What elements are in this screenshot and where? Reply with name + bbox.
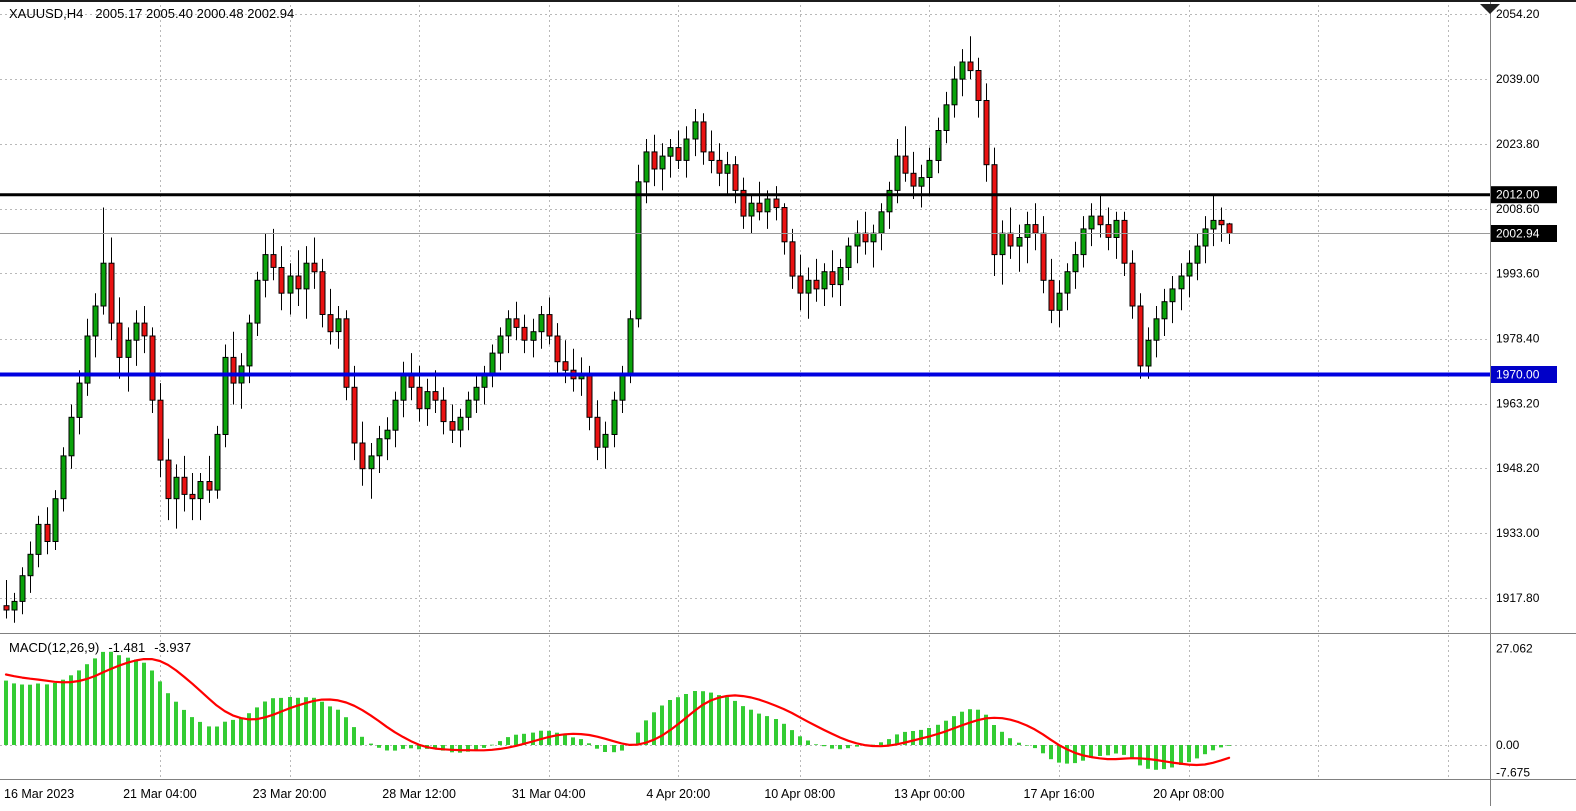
svg-text:2012.00: 2012.00 <box>1496 188 1540 202</box>
svg-text:2008.60: 2008.60 <box>1496 202 1540 216</box>
svg-text:17 Apr 16:00: 17 Apr 16:00 <box>1024 787 1095 801</box>
chart-shift-marker-icon[interactable] <box>1480 4 1500 14</box>
svg-text:-7.675: -7.675 <box>1496 765 1530 779</box>
svg-text:10 Apr 08:00: 10 Apr 08:00 <box>764 787 835 801</box>
chart-title: XAUUSD,H4 2005.17 2005.40 2000.48 2002.94 <box>9 6 294 21</box>
macd-layer <box>4 651 1231 770</box>
svg-text:20 Apr 08:00: 20 Apr 08:00 <box>1153 787 1224 801</box>
price-badge <box>1491 225 1557 242</box>
indicator-label: MACD(12,26,9) -1.481 -3.937 <box>9 640 191 655</box>
time-axis[interactable]: 16 Mar 2023 21 Mar 04:00 23 Mar 20:00 28 Ma… <box>4 787 1224 801</box>
macd-main-value: -1.481 <box>108 640 146 655</box>
svg-text:1970.00: 1970.00 <box>1496 368 1540 382</box>
svg-text:2039.00: 2039.00 <box>1496 72 1540 86</box>
svg-text:1993.60: 1993.60 <box>1496 267 1540 281</box>
macd-name: MACD(12,26,9) <box>9 640 100 655</box>
svg-text:1917.80: 1917.80 <box>1496 591 1540 605</box>
svg-text:2054.20: 2054.20 <box>1496 7 1540 21</box>
candles-layer[interactable] <box>3 36 1233 623</box>
svg-text:27.062: 27.062 <box>1496 641 1533 655</box>
macd-signal-line <box>4 657 1231 767</box>
svg-text:1948.20: 1948.20 <box>1496 461 1540 475</box>
svg-text:1978.40: 1978.40 <box>1496 332 1540 346</box>
svg-text:23 Mar 20:00: 23 Mar 20:00 <box>253 787 327 801</box>
svg-text:13 Apr 00:00: 13 Apr 00:00 <box>894 787 965 801</box>
window-top-border <box>0 0 1576 2</box>
svg-text:31 Mar 04:00: 31 Mar 04:00 <box>512 787 586 801</box>
svg-text:1963.20: 1963.20 <box>1496 397 1540 411</box>
svg-text:2023.80: 2023.80 <box>1496 137 1540 151</box>
ohlc-values: 2005.17 2005.40 2000.48 2002.94 <box>95 6 295 21</box>
svg-text:2002.94: 2002.94 <box>1496 227 1540 241</box>
svg-text:4 Apr 20:00: 4 Apr 20:00 <box>646 787 710 801</box>
symbol-period-label: XAUUSD,H4 <box>9 6 84 21</box>
price-badge <box>1491 186 1557 204</box>
macd-signal-value: -3.937 <box>154 640 192 655</box>
svg-text:0.00: 0.00 <box>1496 738 1520 752</box>
svg-text:28 Mar 12:00: 28 Mar 12:00 <box>382 787 456 801</box>
svg-text:16 Mar 2023: 16 Mar 2023 <box>4 787 74 801</box>
price-badge <box>1491 366 1557 383</box>
svg-text:1933.00: 1933.00 <box>1496 526 1540 540</box>
svg-text:21 Mar 04:00: 21 Mar 04:00 <box>123 787 197 801</box>
price-axis[interactable]: 2054.20 2039.00 2023.80 2008.60 1993.60 1978.… <box>1491 7 1557 779</box>
